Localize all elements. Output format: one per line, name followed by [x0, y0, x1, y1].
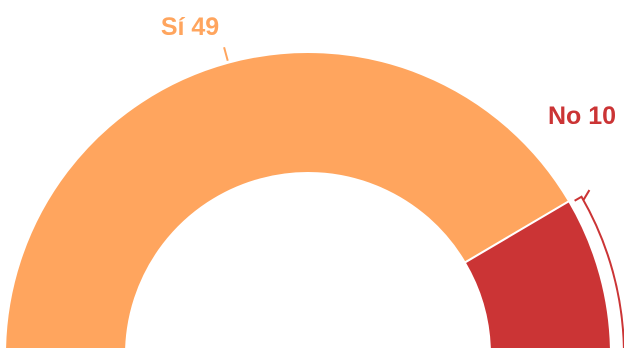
- slice-labels: Sí 49 No 10: [161, 13, 616, 130]
- leader-line-no: [582, 189, 591, 201]
- slice-no: [463, 199, 612, 348]
- slices-group: [4, 51, 612, 348]
- slice-label-si: Sí 49: [161, 13, 219, 41]
- slice-s-: [4, 51, 571, 348]
- leader-line-s-: [223, 46, 229, 62]
- slice-label-no: No 10: [548, 102, 616, 130]
